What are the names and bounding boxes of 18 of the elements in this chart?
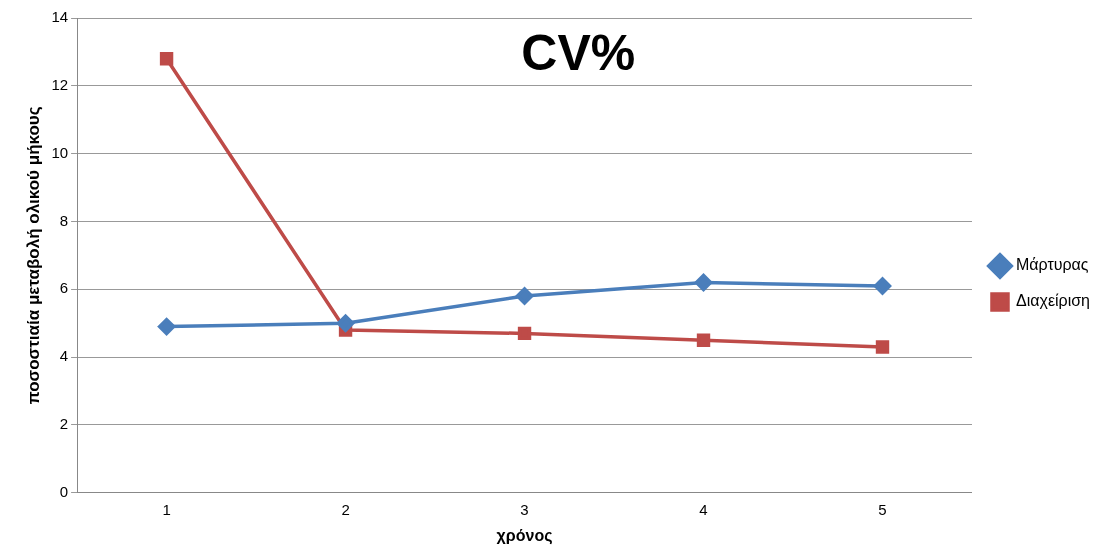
y-tick-label: 12: [51, 75, 69, 93]
x-tick-label: 3: [520, 500, 529, 518]
legend-label: Διαχείριση: [1015, 292, 1091, 310]
y-tick-label: 4: [59, 347, 69, 365]
x-axis-title: χρόνος: [496, 526, 553, 545]
y-tick-label: 0: [59, 482, 69, 500]
y-tick-label: 6: [59, 279, 69, 297]
y-tick-label: 2: [59, 415, 69, 433]
x-tick-label: 5: [878, 500, 887, 518]
chart-title: CV%: [521, 24, 636, 81]
x-tick-label: 1: [162, 500, 171, 518]
legend-label: Μάρτυρας: [1015, 256, 1089, 274]
y-tick-label: 10: [51, 143, 69, 161]
y-tick-label: 14: [51, 8, 69, 26]
y-axis-title: ποσοστιαία μεταβολή ολικού μήκους: [23, 106, 43, 405]
y-tick-label: 8: [59, 211, 69, 229]
x-tick-label: 4: [699, 500, 708, 518]
x-tick-label: 2: [341, 500, 350, 518]
